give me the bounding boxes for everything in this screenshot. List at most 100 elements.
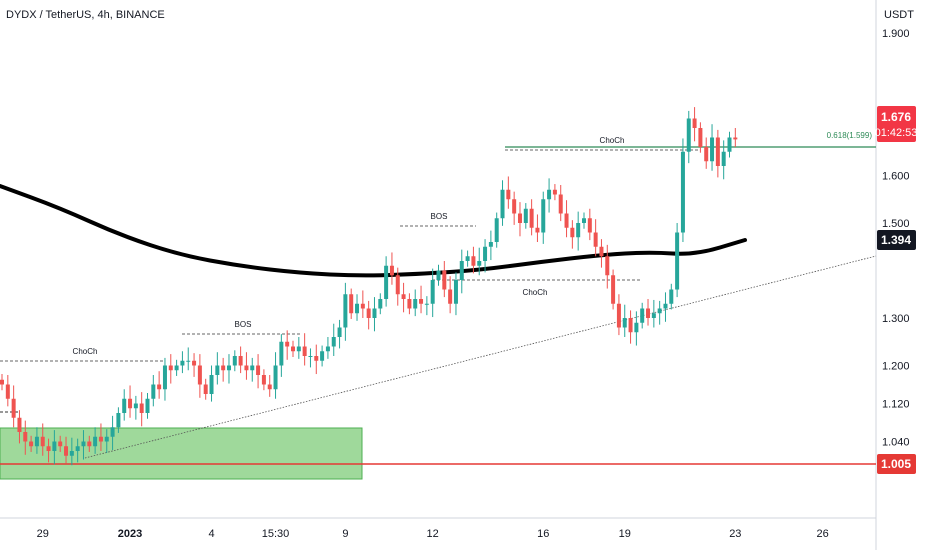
candle-body bbox=[139, 403, 144, 413]
candle-body bbox=[634, 322, 639, 333]
candle-body bbox=[628, 318, 633, 333]
candle-body bbox=[279, 341, 284, 366]
candle-body bbox=[17, 417, 22, 432]
candle-body bbox=[430, 280, 435, 304]
candle-body bbox=[325, 346, 330, 352]
candle-body bbox=[238, 356, 243, 366]
candle-body bbox=[552, 189, 557, 195]
chart-title: DYDX / TetherUS, 4h, BINANCE bbox=[6, 9, 165, 21]
candle-body bbox=[465, 256, 470, 261]
candle-body bbox=[721, 151, 726, 166]
candle-body bbox=[558, 194, 563, 214]
candle-body bbox=[366, 308, 371, 318]
candle-body bbox=[40, 436, 45, 447]
candle-body bbox=[203, 384, 208, 394]
candle-body bbox=[535, 227, 540, 233]
candle-body bbox=[0, 379, 4, 385]
candle-body bbox=[593, 232, 598, 247]
candle-body bbox=[692, 118, 697, 128]
candle-body bbox=[46, 446, 51, 451]
candle-body bbox=[58, 441, 63, 447]
candle-body bbox=[157, 384, 162, 390]
candle-body bbox=[337, 327, 342, 337]
candle-body bbox=[663, 303, 668, 309]
candle-body bbox=[186, 360, 191, 362]
price-axis-ticks: 1.9001.7001.6001.5001.3001.2001.1201.040… bbox=[882, 28, 910, 477]
candle-body bbox=[529, 208, 534, 228]
candle-body bbox=[162, 365, 167, 390]
candle-body bbox=[256, 365, 261, 375]
candle-body bbox=[81, 441, 86, 447]
candle-body bbox=[192, 360, 197, 366]
candle-body bbox=[343, 294, 348, 328]
candle-body bbox=[320, 351, 325, 361]
candle-body bbox=[29, 441, 34, 447]
time-tick-label: 2023 bbox=[118, 528, 142, 540]
candle-body bbox=[512, 199, 517, 214]
price-tick-label: 1.300 bbox=[882, 313, 910, 325]
candle-body bbox=[285, 341, 290, 347]
candle-body bbox=[168, 365, 173, 371]
candle-body bbox=[419, 299, 424, 304]
candle-body bbox=[483, 246, 488, 261]
candle-body bbox=[52, 441, 57, 451]
candle-body bbox=[442, 270, 447, 290]
candles-group bbox=[0, 107, 738, 466]
candle-body bbox=[384, 265, 389, 299]
candle-body bbox=[372, 308, 377, 318]
candle-body bbox=[87, 441, 92, 447]
candle-body bbox=[646, 308, 651, 318]
candle-body bbox=[308, 356, 313, 357]
support-price-tag: 1.005 bbox=[877, 454, 916, 474]
price-tick-label: 1.600 bbox=[882, 171, 910, 183]
candle-body bbox=[197, 365, 202, 385]
candle-body bbox=[611, 275, 616, 304]
candle-body bbox=[459, 261, 464, 280]
candle-body bbox=[110, 427, 115, 437]
candle-body bbox=[436, 270, 441, 280]
support-price-value: 1.005 bbox=[881, 457, 911, 471]
price-unit-label: USDT bbox=[884, 9, 914, 21]
candle-body bbox=[675, 232, 680, 290]
candle-body bbox=[564, 213, 569, 228]
candle-body bbox=[570, 227, 575, 238]
candle-body bbox=[710, 137, 715, 162]
time-axis-ticks: 29 2023 4 15:30 9 12 16 19 23 26 bbox=[37, 528, 829, 540]
candle-body bbox=[517, 213, 522, 223]
time-tick-label: 9 bbox=[342, 528, 348, 540]
time-tick-label: 29 bbox=[37, 528, 49, 540]
trendline bbox=[84, 255, 877, 459]
candle-body bbox=[657, 308, 662, 314]
candle-body bbox=[250, 365, 255, 371]
candle-body bbox=[314, 356, 319, 361]
time-tick-label: 26 bbox=[816, 528, 828, 540]
price-tick-label: 1.900 bbox=[882, 28, 910, 40]
time-tick-label: 15:30 bbox=[262, 528, 290, 540]
candle-body bbox=[389, 265, 394, 276]
time-tick-label: 16 bbox=[537, 528, 549, 540]
candle-body bbox=[640, 308, 645, 323]
candle-body bbox=[122, 398, 127, 413]
candle-body bbox=[221, 365, 226, 371]
candle-body bbox=[651, 313, 656, 318]
bos-label-2: BOS bbox=[431, 212, 448, 221]
candle-body bbox=[378, 299, 383, 309]
candle-body bbox=[128, 398, 133, 409]
candle-body bbox=[401, 294, 406, 299]
candle-body bbox=[64, 446, 69, 456]
candle-body bbox=[523, 208, 528, 223]
choch-label-1: ChoCh bbox=[73, 347, 98, 356]
candle-body bbox=[622, 318, 627, 328]
candle-body bbox=[407, 299, 412, 309]
candle-body bbox=[471, 256, 476, 266]
candle-body bbox=[477, 261, 482, 266]
candle-body bbox=[11, 398, 16, 418]
price-tick-label: 1.120 bbox=[882, 399, 910, 411]
candle-body bbox=[547, 189, 552, 200]
candle-body bbox=[582, 218, 586, 223]
time-tick-label: 4 bbox=[208, 528, 214, 540]
candle-body bbox=[244, 365, 249, 371]
price-tick-label: 1.200 bbox=[882, 361, 910, 373]
candle-body bbox=[93, 436, 98, 447]
